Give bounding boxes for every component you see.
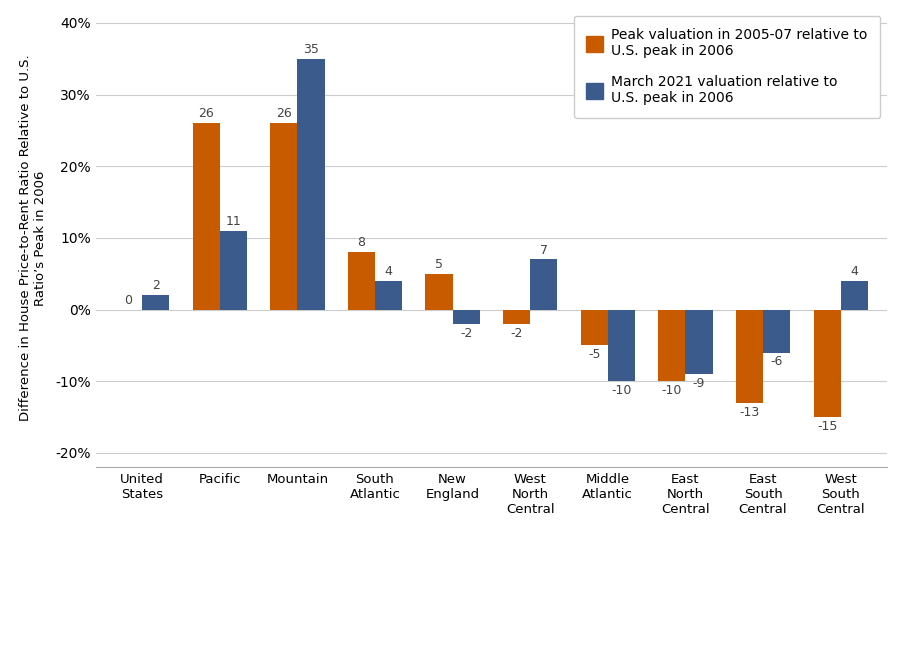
Bar (814, 310, 841, 417)
Bar (658, 310, 685, 381)
Text: Federal Reserve Bank: Federal Reserve Bank (12, 630, 152, 643)
Legend: Peak valuation in 2005-07 relative to
U.S. peak in 2006, March 2021 valuation re: Peak valuation in 2005-07 relative to U.… (574, 16, 880, 117)
Bar (452, 310, 480, 324)
Text: -5: -5 (588, 348, 601, 361)
Bar (685, 310, 713, 374)
Text: 5: 5 (435, 258, 443, 271)
Text: -15: -15 (817, 420, 837, 433)
Bar (426, 274, 452, 310)
Text: -13: -13 (739, 406, 760, 418)
Y-axis label: Difference in House Price-to-Rent Ratio Relative to U.S.
Ratio’s Peak in 2006: Difference in House Price-to-Rent Ratio … (19, 55, 46, 421)
Bar (270, 123, 298, 310)
Text: -10: -10 (612, 384, 632, 397)
Text: 4: 4 (850, 265, 858, 278)
Text: 4: 4 (385, 265, 392, 278)
Bar (531, 259, 557, 310)
Bar (348, 252, 375, 310)
Bar (193, 123, 219, 310)
Bar (298, 59, 325, 310)
Text: 7: 7 (540, 244, 548, 257)
Bar (608, 310, 635, 381)
Bar (841, 281, 868, 310)
Bar (736, 310, 763, 403)
Text: St. Louis: St. Louis (133, 630, 186, 643)
Text: -2: -2 (511, 327, 523, 340)
Text: 8: 8 (358, 236, 366, 249)
Bar (581, 310, 608, 345)
Bar (219, 231, 247, 310)
Text: 26: 26 (276, 108, 291, 120)
Bar (503, 310, 531, 324)
Text: -9: -9 (693, 377, 705, 390)
Text: -6: -6 (771, 356, 783, 368)
Text: 0: 0 (125, 294, 133, 307)
Bar (763, 310, 790, 352)
Text: 26: 26 (198, 108, 214, 120)
Text: 11: 11 (226, 215, 241, 228)
Bar (375, 281, 402, 310)
Text: -2: -2 (460, 327, 472, 340)
Text: 2: 2 (152, 279, 159, 292)
Text: of: of (117, 630, 129, 643)
Text: 35: 35 (303, 43, 318, 56)
Bar (142, 295, 169, 310)
Text: -10: -10 (662, 384, 682, 397)
